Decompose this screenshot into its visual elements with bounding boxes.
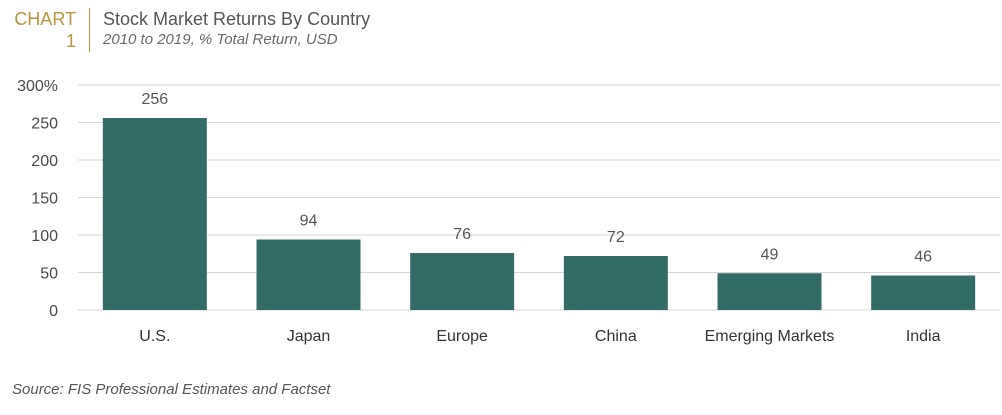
x-category-label: Emerging Markets [705,328,835,345]
bar [410,253,515,310]
data-label: 256 [141,91,168,108]
y-tick-label: 0 [49,303,58,320]
y-tick-label: 50 [40,266,58,283]
chart-title: Stock Market Returns By Country [103,9,371,29]
bar [102,118,207,310]
header-divider [89,8,90,52]
bar [256,239,361,310]
bar [717,273,822,310]
y-tick-label: 250 [31,116,58,133]
chart-header: CHART 1 Stock Market Returns By Country … [0,6,1002,54]
data-label: 46 [914,249,932,266]
data-label: 49 [761,246,779,263]
data-label: 76 [453,226,471,243]
bar-chart: 0 50 100 150 200 250 300% 256 U.S. 94 Japan 76 Europ… [17,78,1000,345]
chart-tag-number: 1 [65,31,76,51]
bar [563,256,668,310]
x-category-label: U.S. [139,328,170,345]
y-tick-label: 300% [17,78,58,95]
chart-titles: Stock Market Returns By Country 2010 to … [103,8,370,50]
x-category-label: Japan [287,328,331,345]
y-tick-label: 150 [31,191,58,208]
data-label: 72 [607,229,625,246]
x-category-label: China [595,328,637,345]
x-category-label: India [906,328,941,345]
x-category-label: Europe [436,328,488,345]
chart-tag-word: CHART [14,9,76,29]
y-tick-label: 100 [31,228,58,245]
data-label: 94 [300,213,318,230]
source-note: Source: FIS Professional Estimates and F… [12,381,331,398]
bar [871,275,976,310]
chart-subtitle: 2010 to 2019, % Total Return, USD [103,31,338,48]
chart-number-tag: CHART 1 [10,8,76,52]
y-tick-label: 200 [31,153,58,170]
